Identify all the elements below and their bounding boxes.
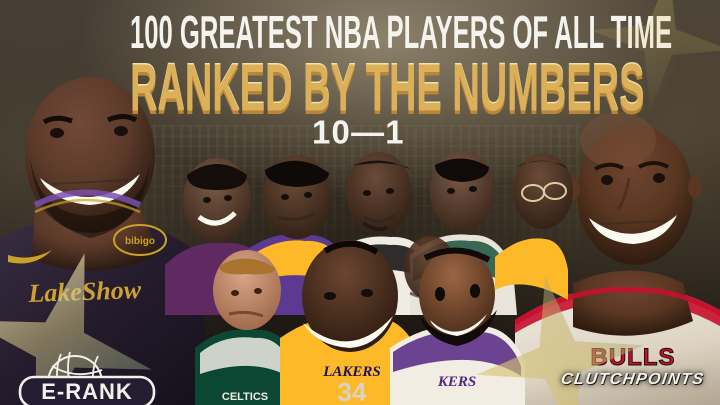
- svg-text:34: 34: [338, 377, 367, 405]
- svg-text:BULLS: BULLS: [591, 344, 676, 371]
- svg-text:KERS: KERS: [437, 374, 476, 390]
- svg-text:bibigo: bibigo: [125, 236, 155, 247]
- svg-text:E-RANK: E-RANK: [41, 379, 133, 404]
- svg-text:CELTICS: CELTICS: [222, 391, 268, 403]
- svg-text:LakeShow: LakeShow: [27, 275, 142, 308]
